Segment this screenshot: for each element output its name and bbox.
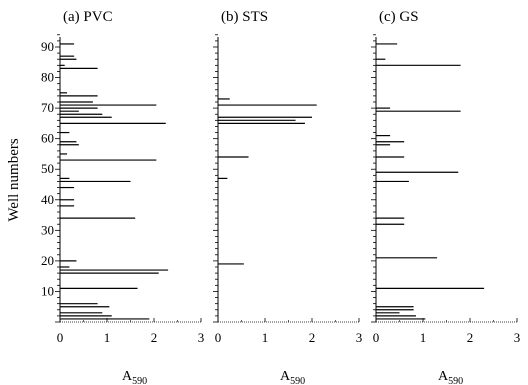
x-tick-label: 0 [57,330,64,345]
panel-2: (b) STS 0 1 2 3 A590 [213,9,362,385]
panel-3: (c) GS 0 1 2 3 A590 [371,9,520,385]
x-tick-label: 3 [514,330,521,345]
x-tick-label: 1 [420,330,427,345]
x-tick-label: 0 [215,330,222,345]
y-tick-label: 40 [41,192,54,207]
x-axis-label: A590 [122,369,147,385]
panel-title: (c) GS [379,9,419,25]
y-tick-label: 20 [41,253,54,268]
x-tick-label: 1 [104,330,111,345]
x-tick-label: 3 [356,330,363,345]
x-tick-label: 0 [373,330,380,345]
y-tick-label: 90 [41,39,54,54]
panel-title: (b) STS [221,9,268,25]
x-tick-label: 2 [151,330,158,345]
panel-title: (a) PVC [63,9,113,25]
y-axis-label: Well numbers [6,138,22,222]
y-tick-label: 60 [41,131,54,146]
x-axis-label: A590 [280,369,305,385]
x-tick-label: 1 [262,330,269,345]
y-tick-label: 50 [41,161,54,176]
x-tick-label: 2 [467,330,474,345]
y-tick-label: 80 [41,70,54,85]
panel-1: (a) PVC 10 20 30 40 50 60 70 80 90 0 1 2 3 A590 [41,9,204,385]
x-tick-label: 2 [309,330,316,345]
y-tick-label: 70 [41,100,54,115]
y-tick-label: 30 [41,222,54,237]
y-tick-label: 10 [41,283,54,298]
x-tick-label: 3 [198,330,205,345]
x-axis-label: A590 [438,369,463,385]
